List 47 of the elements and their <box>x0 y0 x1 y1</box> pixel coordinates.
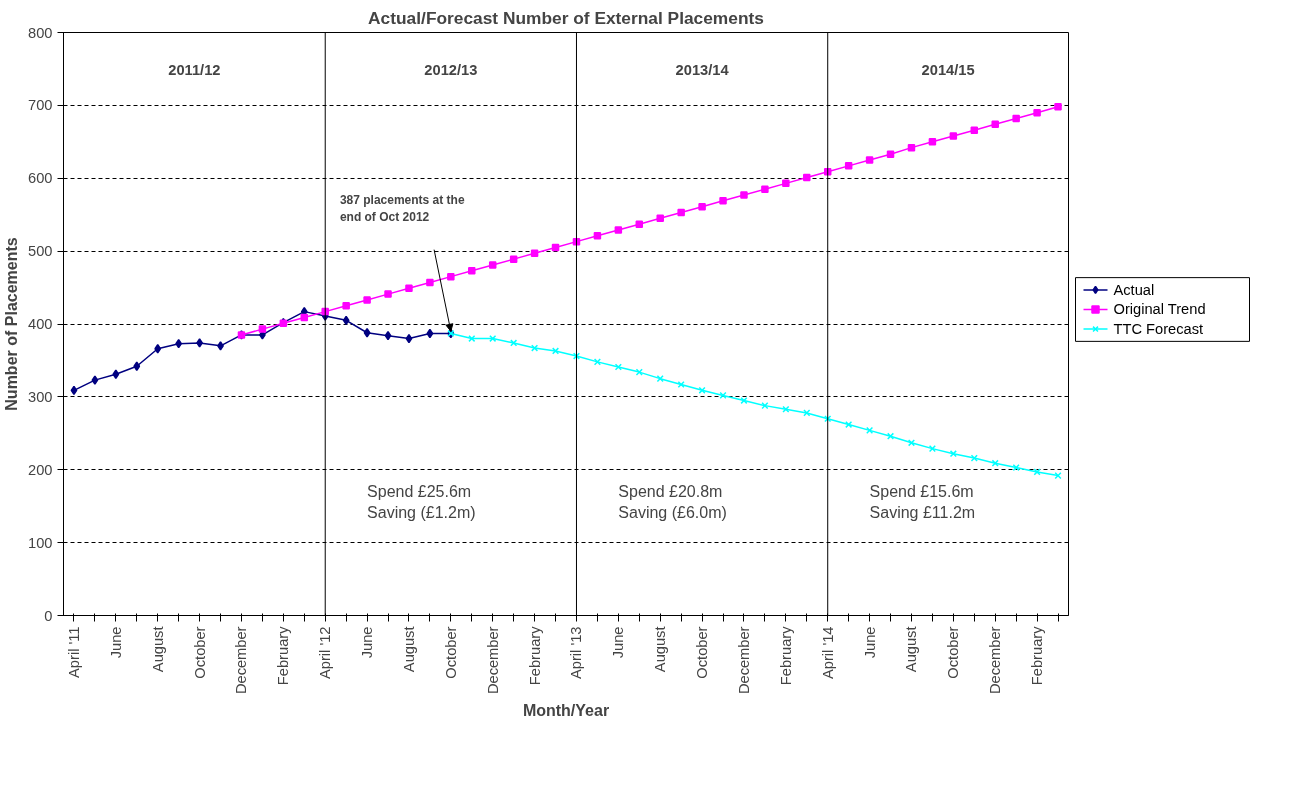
x-tick-label: December <box>233 626 250 695</box>
chart-title: Actual/Forecast Number of External Placements <box>368 7 764 28</box>
x-axis-title: Month/Year <box>522 702 610 720</box>
x-tick-label: October <box>945 626 962 679</box>
annotation: 2013/14 <box>675 61 730 78</box>
annotation: 2012/13 <box>424 61 478 78</box>
y-tick-label: 200 <box>28 461 53 478</box>
y-tick-label: 700 <box>28 97 53 114</box>
x-tick-label: August <box>903 626 920 673</box>
x-tick-label: June <box>861 626 878 659</box>
x-tick-label: August <box>149 626 166 673</box>
annotation: 387 placements at the end of Oct 2012 <box>339 193 465 225</box>
x-tick-label: February <box>275 625 292 686</box>
x-tick-label: June <box>359 626 376 659</box>
legend-label: Original Trend <box>1113 301 1206 318</box>
y-tick-label: 100 <box>28 534 53 551</box>
x-tick-label: April '14 <box>819 626 836 679</box>
x-tick-label: February <box>526 625 543 686</box>
x-tick-label: August <box>652 626 669 673</box>
x-tick-label: August <box>400 626 417 673</box>
x-tick-label: October <box>694 626 711 679</box>
y-tick-label: 400 <box>28 316 53 332</box>
x-tick-label: February <box>777 625 794 686</box>
annotation: Spend £20.8m Saving (£6.0m) <box>618 483 727 521</box>
annotation: 2011/12 <box>168 61 221 78</box>
x-tick-label: June <box>610 626 627 659</box>
annotation: 2014/15 <box>921 61 975 78</box>
legend-label: Actual <box>1113 281 1155 298</box>
x-tick-label: October <box>191 626 208 679</box>
x-tick-label: February <box>1029 625 1046 686</box>
x-tick-label: April '12 <box>317 626 334 679</box>
y-axis-title: Number of Placements <box>3 237 21 411</box>
x-tick-label: June <box>107 626 124 659</box>
annotation: Spend £15.6m Saving £11.2m <box>869 483 976 521</box>
x-tick-label: December <box>735 626 752 695</box>
annotation: Spend £25.6m Saving (£1.2m) <box>367 483 476 521</box>
x-tick-label: December <box>987 626 1004 695</box>
x-tick-label: April '13 <box>568 626 585 679</box>
y-tick-label: 500 <box>28 243 53 260</box>
legend-label: TTC Forecast <box>1113 321 1204 338</box>
x-tick-label: April '11 <box>65 626 82 678</box>
y-tick-label: 800 <box>28 24 53 41</box>
y-tick-label: 600 <box>28 170 53 187</box>
y-tick-label: 0 <box>44 607 53 624</box>
x-tick-label: October <box>442 626 459 679</box>
y-tick-label: 300 <box>28 388 53 405</box>
x-tick-label: December <box>484 626 501 695</box>
